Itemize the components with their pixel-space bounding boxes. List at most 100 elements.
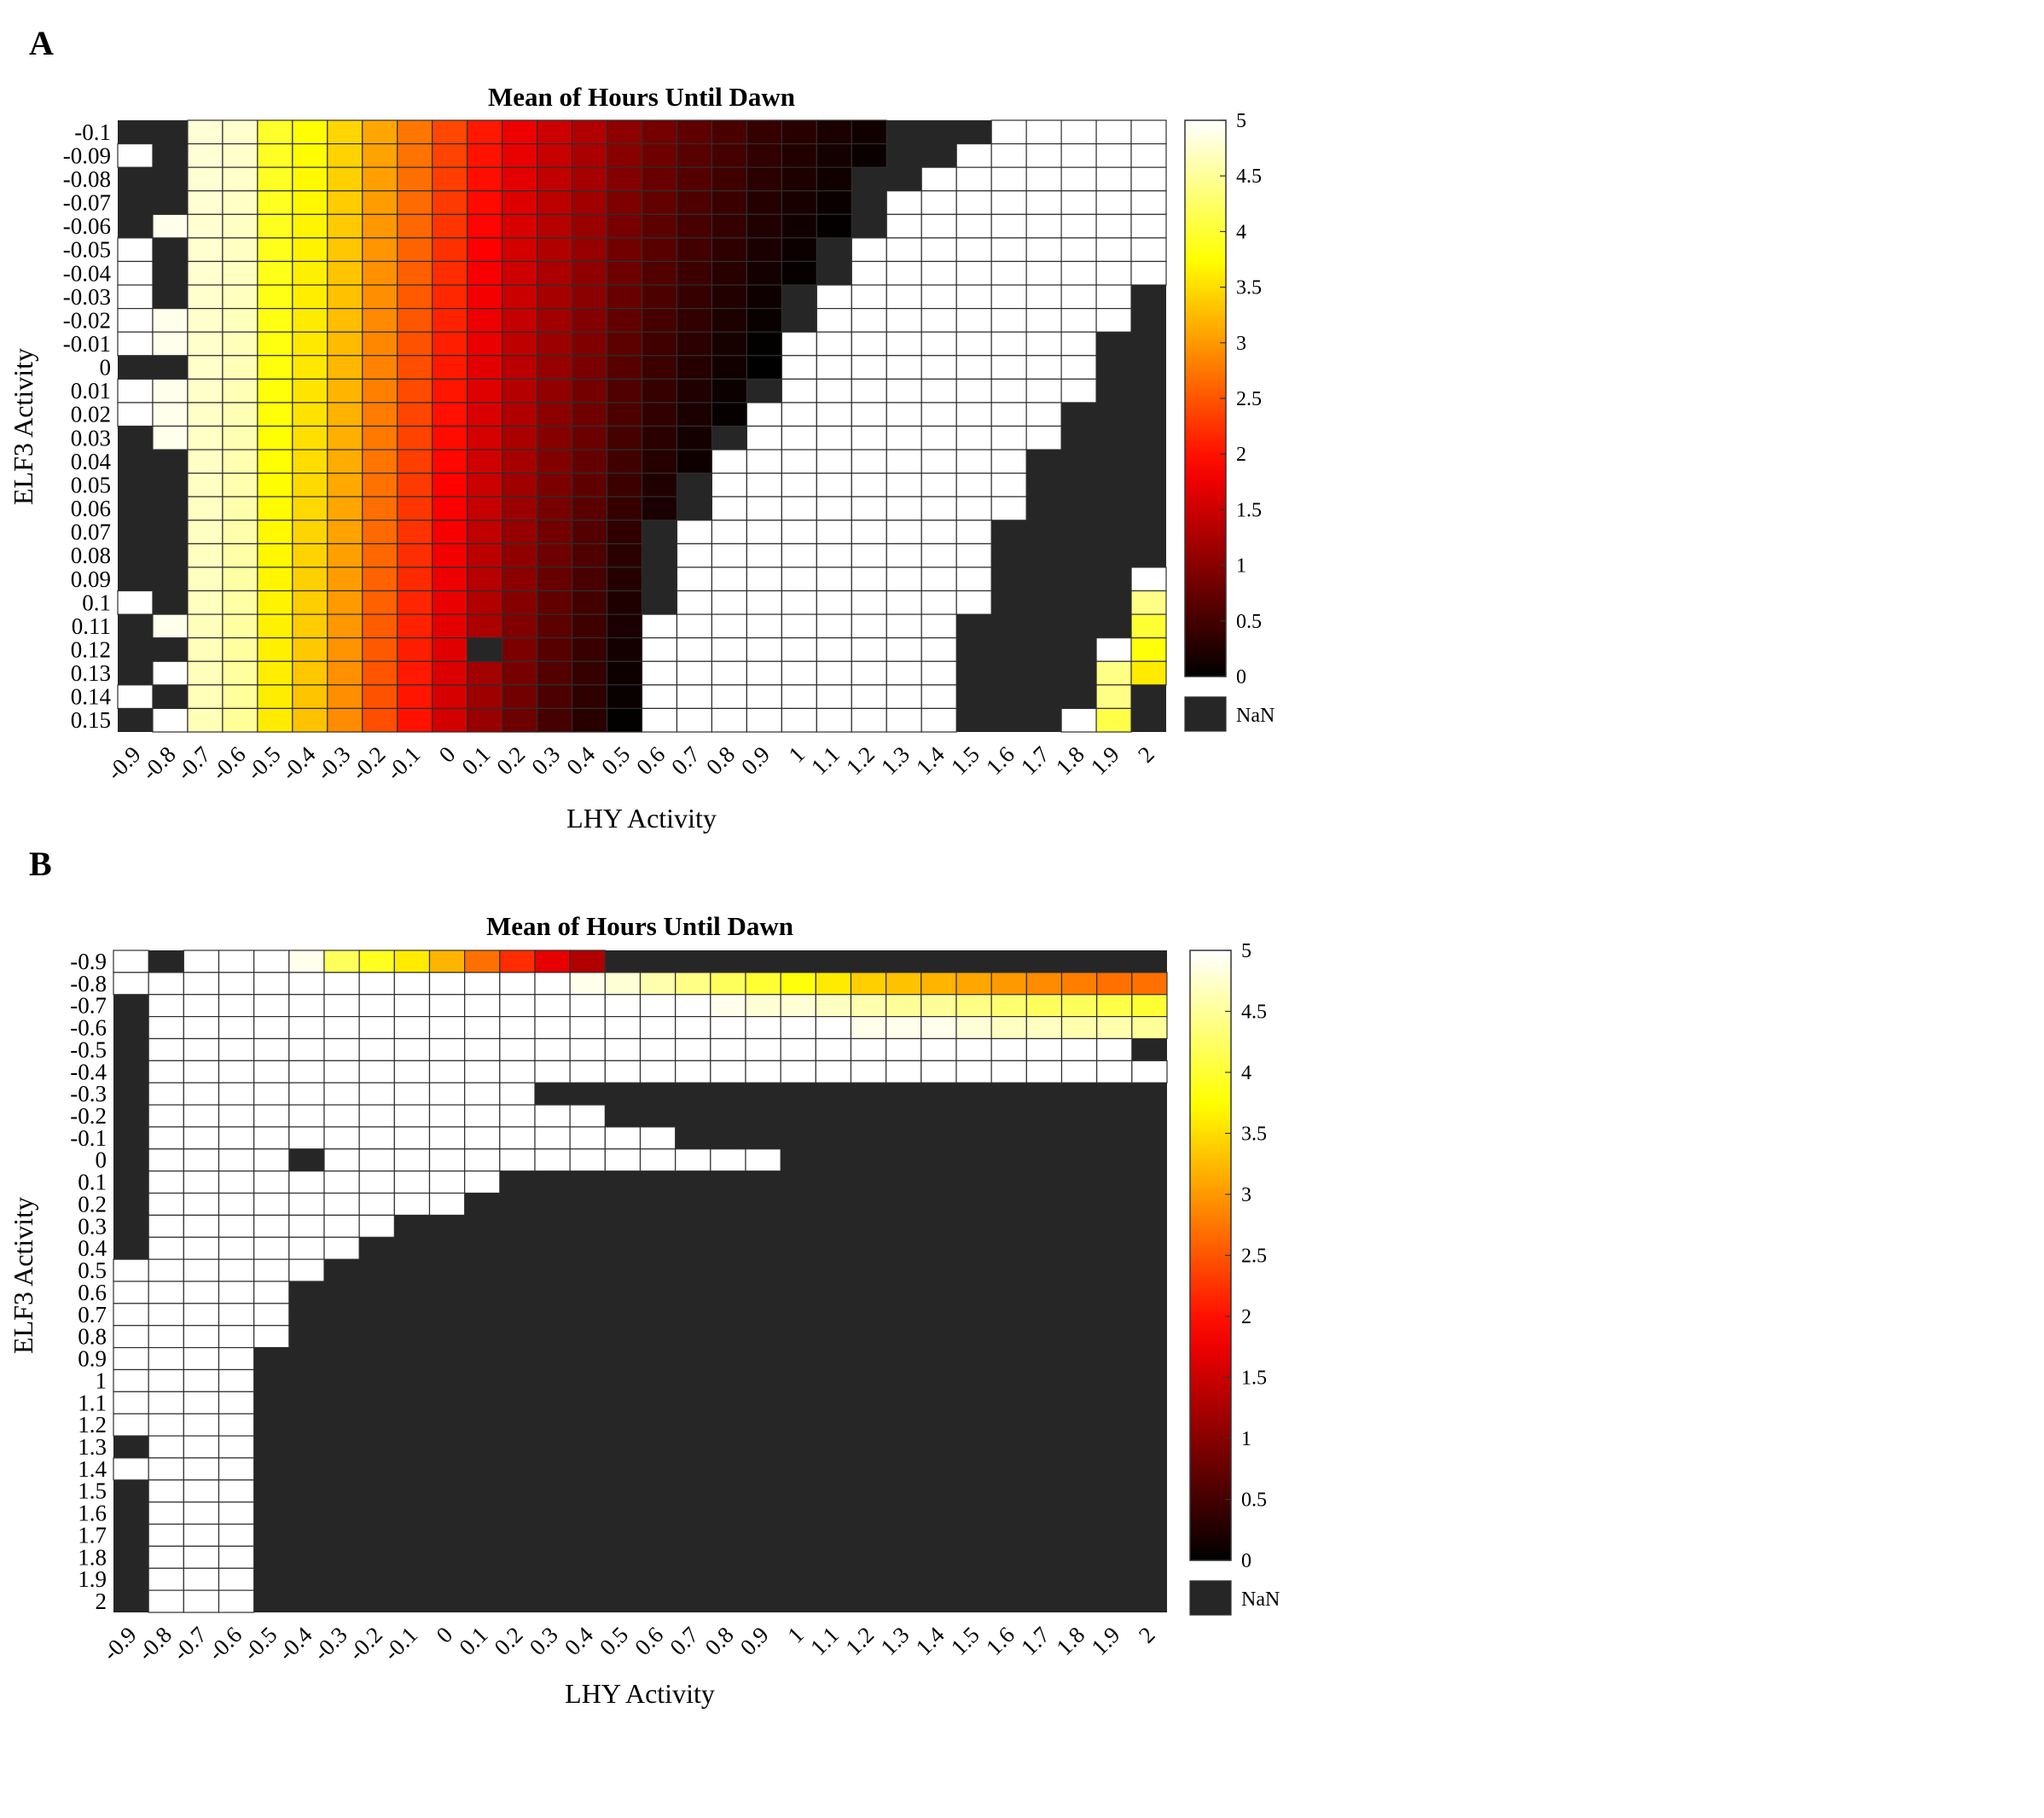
heatmap-cell [641, 237, 678, 263]
heatmap-cell [183, 1325, 220, 1349]
heatmap-cell [851, 449, 887, 474]
heatmap-cell [1130, 590, 1167, 615]
heatmap-cell [187, 378, 224, 404]
heatmap-cell [257, 543, 293, 568]
heatmap-cell [288, 950, 325, 973]
y-tick-label: 0.6 [78, 1280, 107, 1305]
heatmap-cell [222, 331, 258, 357]
heatmap-cell [358, 1015, 395, 1040]
heatmap-cell [886, 520, 922, 544]
heatmap-cell [816, 378, 852, 404]
heatmap-cell [327, 402, 363, 427]
heatmap-cell [641, 402, 678, 427]
heatmap-cell [781, 237, 817, 263]
heatmap-cell [571, 520, 608, 544]
heatmap-cell [292, 308, 328, 333]
heatmap-cell [1025, 190, 1062, 215]
heatmap-cell [886, 284, 922, 310]
heatmap-cell [218, 1523, 255, 1548]
heatmap-cell [362, 684, 398, 710]
heatmap-cell [499, 1060, 536, 1083]
heatmap-cell [711, 142, 747, 168]
heatmap-cell [222, 449, 258, 474]
heatmap-cell [397, 331, 433, 357]
y-tick-label: 0 [96, 1147, 107, 1173]
heatmap-cell [746, 520, 782, 544]
heatmap-cell [288, 1126, 325, 1150]
heatmap-cell [222, 166, 258, 192]
heatmap-cell [464, 1037, 501, 1061]
y-tick-label: 0.4 [78, 1235, 107, 1261]
heatmap-cell [1095, 707, 1132, 733]
heatmap-cell [536, 637, 573, 662]
heatmap-cell [257, 449, 293, 474]
heatmap-cell [218, 994, 255, 1018]
heatmap-cell [397, 566, 433, 592]
heatmap-cell [990, 994, 1027, 1018]
y-tick-label: 2 [96, 1589, 107, 1614]
heatmap-cell [292, 284, 328, 310]
heatmap-cell [920, 284, 957, 310]
heatmap-cell [257, 119, 293, 145]
heatmap-cell [362, 613, 398, 639]
heatmap-cell [358, 1126, 395, 1150]
heatmap-cell [676, 355, 713, 380]
heatmap-cell [222, 473, 258, 497]
heatmap-cell [362, 543, 398, 568]
heatmap-cell [1130, 260, 1167, 286]
heatmap-cell [781, 425, 817, 450]
heatmap-cell [187, 590, 224, 615]
heatmap-cell [152, 425, 189, 450]
heatmap-cell [641, 425, 678, 450]
y-tick-label: 1 [96, 1368, 107, 1393]
heatmap-cell [467, 566, 503, 592]
y-tick-label: -0.03 [63, 284, 111, 310]
heatmap-cell [711, 707, 747, 733]
heatmap-cell [606, 543, 643, 568]
heatmap-cell [571, 284, 608, 310]
heatmap-cell [571, 119, 608, 145]
heatmap-cell [432, 190, 468, 215]
heatmap-cell [604, 994, 642, 1018]
heatmap-cell [148, 1104, 184, 1128]
heatmap-cell [955, 331, 992, 357]
heatmap-cell [358, 1104, 395, 1128]
heatmap-cell [323, 1037, 360, 1061]
heatmap-cell [152, 660, 189, 686]
heatmap-cell [148, 1258, 184, 1282]
heatmap-cell [1095, 237, 1132, 263]
heatmap-cell [955, 566, 992, 592]
heatmap-cell [536, 613, 573, 639]
heatmap-cell [990, 402, 1027, 427]
heatmap-cell [148, 1325, 184, 1349]
y-tick-label: -0.3 [70, 1081, 107, 1106]
heatmap-cell [886, 331, 922, 357]
heatmap-cell [886, 707, 922, 733]
heatmap-cell [955, 142, 992, 168]
heatmap-cell [117, 684, 154, 710]
heatmap-cell [183, 1126, 220, 1150]
heatmap-cell [397, 473, 433, 497]
heatmap-cell [606, 402, 643, 427]
heatmap-cell [117, 331, 154, 357]
heatmap-cell [187, 613, 224, 639]
heatmap-cell [502, 355, 538, 380]
heatmap-cell [327, 520, 363, 544]
heatmap-cell [183, 1281, 220, 1304]
heatmap-cell [257, 331, 293, 357]
heatmap-cell [571, 378, 608, 404]
heatmap-cell [1060, 331, 1097, 357]
heatmap-cell [148, 1236, 184, 1260]
heatmap-cell [218, 1037, 255, 1061]
heatmap-cell [746, 684, 782, 710]
heatmap-cell [113, 1346, 149, 1371]
heatmap-cell [1025, 994, 1063, 1018]
heatmap-cell [606, 260, 643, 286]
heatmap-cell [746, 425, 782, 450]
heatmap-cell [362, 520, 398, 544]
heatmap-cell [711, 590, 747, 615]
panel-a-heatmap [117, 119, 1167, 733]
heatmap-cell [955, 190, 992, 215]
heatmap-cell [569, 950, 606, 973]
heatmap-cell [183, 1082, 220, 1106]
